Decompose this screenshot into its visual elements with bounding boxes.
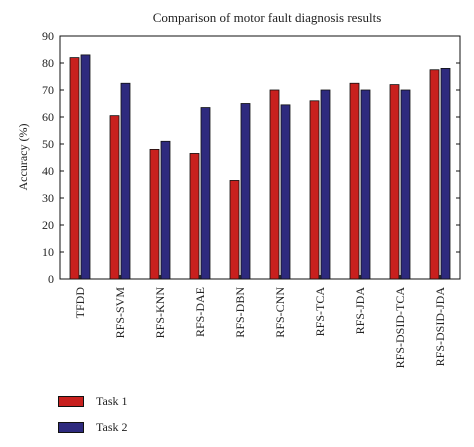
legend-label-task-2: Task 2 xyxy=(96,419,128,434)
y-tick-label-30: 30 xyxy=(42,191,54,205)
plot-area-frame xyxy=(59,35,461,280)
y-tick-label-40: 40 xyxy=(42,164,54,178)
legend-item-task-1: Task 1 xyxy=(58,388,128,414)
y-tick-label-10: 10 xyxy=(42,245,54,259)
y-tick-label-80: 80 xyxy=(42,56,54,70)
bar-rfs-tca-task-2 xyxy=(320,89,331,280)
x-tick-label-rfs-svm: RFS-SVM xyxy=(113,287,127,339)
x-tick-label-tfdd: TFDD xyxy=(73,287,87,319)
legend-swatch-task-2 xyxy=(58,421,84,433)
bar-rfs-jda-task-1 xyxy=(349,82,360,280)
x-tick-label-rfs-dbn: RFS-DBN xyxy=(233,287,247,338)
y-axis-label: Accuracy (%) xyxy=(16,124,30,191)
y-tick-label-20: 20 xyxy=(42,218,54,232)
y-axis: 0 10 20 30 40 50 60 70 80 90 xyxy=(42,29,460,286)
bar-rfs-dsid-tca-task-1 xyxy=(389,84,400,280)
legend-item-task-2: Task 2 xyxy=(58,414,128,440)
bars xyxy=(69,54,451,280)
y-tick-label-90: 90 xyxy=(42,29,54,43)
bar-rfs-knn-task-1 xyxy=(149,148,160,280)
bar-rfs-cnn-task-1 xyxy=(269,89,280,280)
bar-rfs-svm-task-1 xyxy=(109,115,120,280)
bar-rfs-knn-task-2 xyxy=(160,140,171,280)
x-tick-label-rfs-dae: RFS-DAE xyxy=(193,287,207,337)
bar-rfs-dae-task-2 xyxy=(200,107,211,280)
bar-rfs-jda-task-2 xyxy=(360,89,371,280)
bar-rfs-dsid-tca-task-2 xyxy=(400,89,411,280)
y-tick-label-60: 60 xyxy=(42,110,54,124)
bar-rfs-svm-task-2 xyxy=(120,82,131,280)
bar-tfdd-task-2 xyxy=(80,54,91,280)
bar-rfs-cnn-task-2 xyxy=(280,104,291,280)
y-tick-label-0: 0 xyxy=(48,272,54,286)
bar-rfs-tca-task-1 xyxy=(309,100,320,280)
legend-label-task-1: Task 1 xyxy=(96,393,128,408)
x-tick-label-rfs-jda: RFS-JDA xyxy=(353,287,367,335)
y-tick-label-70: 70 xyxy=(42,83,54,97)
bar-rfs-dsid-jda-task-2 xyxy=(440,68,451,280)
legend: Task 1 Task 2 xyxy=(58,388,128,440)
x-tick-label-rfs-dsid-tca: RFS-DSID-TCA xyxy=(393,287,407,369)
chart-title: Comparison of motor fault diagnosis resu… xyxy=(153,10,382,25)
x-tick-label-rfs-dsid-jda: RFS-DSID-JDA xyxy=(433,287,447,367)
x-tick-label-rfs-knn: RFS-KNN xyxy=(153,287,167,339)
bar-tfdd-task-1 xyxy=(69,57,80,280)
x-tick-label-rfs-cnn: RFS-CNN xyxy=(273,287,287,338)
x-axis: TFDD RFS-SVM RFS-KNN RFS-DAE RFS-DBN RFS-CNN R… xyxy=(73,275,447,368)
x-tick-label-rfs-tca: RFS-TCA xyxy=(313,287,327,337)
legend-swatch-task-1 xyxy=(58,395,84,407)
y-tick-label-50: 50 xyxy=(42,137,54,151)
bar-rfs-dae-task-1 xyxy=(189,153,200,280)
bar-rfs-dbn-task-2 xyxy=(240,103,251,280)
bar-rfs-dsid-jda-task-1 xyxy=(429,69,440,280)
bar-rfs-dbn-task-1 xyxy=(229,180,240,280)
